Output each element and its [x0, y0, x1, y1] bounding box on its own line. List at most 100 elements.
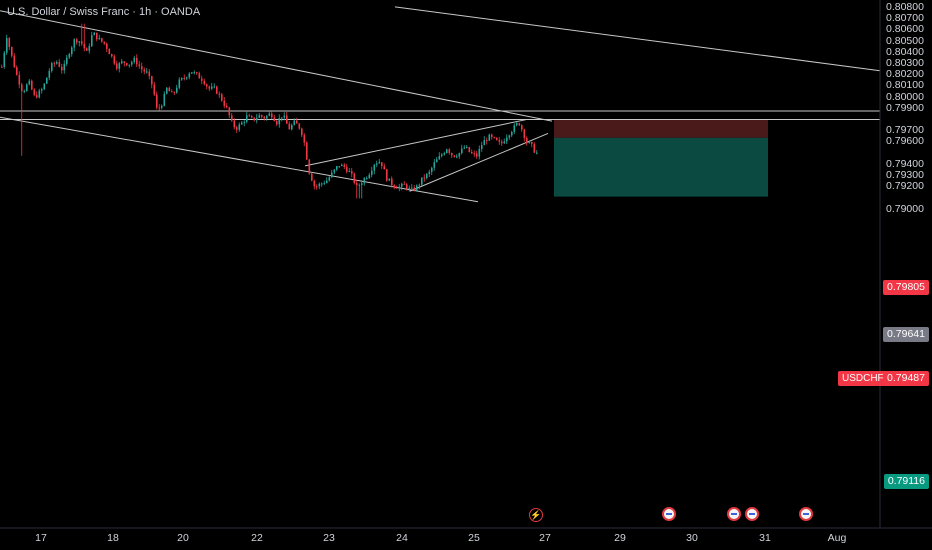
- candle-body: [401, 183, 403, 187]
- stop-price-tag: 0.79805: [883, 280, 929, 295]
- candle-body: [436, 159, 438, 163]
- candle-body: [173, 91, 176, 93]
- candle-body: [66, 57, 68, 64]
- candle-body: [526, 137, 528, 144]
- candle-body: [126, 63, 128, 66]
- candle-body: [43, 83, 46, 90]
- candle-body: [68, 54, 71, 58]
- candle-body: [326, 180, 328, 184]
- candle-body: [98, 38, 101, 40]
- candle-body: [391, 178, 393, 186]
- candle-body: [241, 122, 243, 125]
- candle-body: [293, 120, 296, 125]
- candle-body: [213, 86, 216, 88]
- candle-body: [146, 71, 148, 73]
- price-tick-label: 0.80300: [886, 57, 924, 69]
- price-tick-label: 0.79900: [886, 101, 924, 114]
- candle-body: [328, 177, 331, 181]
- candle-body: [388, 178, 391, 181]
- time-tick-label: 20: [177, 532, 189, 544]
- candle-body: [28, 80, 31, 85]
- candle-body: [26, 84, 28, 92]
- candle-body: [356, 182, 358, 186]
- candle-body: [123, 61, 126, 64]
- candle-body: [418, 184, 421, 186]
- us-flag-event-icon[interactable]: [799, 507, 813, 521]
- candle-body: [153, 84, 156, 95]
- candle-body: [511, 131, 513, 136]
- price-tick-label: 0.79700: [886, 124, 924, 137]
- candle-body: [398, 186, 401, 189]
- us-flag-event-icon[interactable]: [745, 507, 759, 521]
- candle-body: [523, 129, 526, 138]
- candle-body: [128, 64, 131, 66]
- candle-body: [56, 62, 58, 64]
- time-tick-label: 17: [35, 532, 47, 544]
- candle-body: [8, 38, 11, 47]
- candle-body: [248, 115, 251, 117]
- stop-loss-zone: [554, 119, 768, 138]
- candle-body: [536, 152, 538, 154]
- candle-body: [378, 162, 381, 164]
- candle-body: [266, 115, 268, 119]
- candle-body: [463, 147, 466, 149]
- candle-body: [298, 123, 301, 129]
- candle-body: [518, 123, 521, 126]
- candle-body: [108, 48, 111, 55]
- candle-body: [161, 105, 163, 108]
- candles: [1, 23, 538, 199]
- candle-body: [118, 63, 121, 69]
- us-flag-event-icon[interactable]: [662, 507, 676, 521]
- candle-body: [221, 94, 223, 101]
- candle-body: [148, 71, 151, 77]
- candle-body: [86, 48, 88, 51]
- candle-body: [448, 149, 451, 153]
- candle-body: [301, 128, 303, 136]
- candle-body: [431, 167, 433, 172]
- candle-body: [226, 105, 228, 108]
- flash-event-icon[interactable]: ⚡: [529, 508, 543, 522]
- time-tick-label: Aug: [827, 532, 847, 544]
- candle-body: [156, 94, 158, 108]
- candle-body: [253, 117, 256, 121]
- candle-body: [48, 70, 51, 78]
- candle-body: [281, 117, 283, 119]
- us-flag-event-icon[interactable]: [727, 507, 741, 521]
- candle-body: [506, 137, 508, 142]
- candle-body: [363, 178, 366, 184]
- candle-body: [393, 185, 396, 188]
- candle-body: [76, 39, 78, 43]
- candle-body: [216, 86, 218, 94]
- candle-body: [103, 41, 106, 44]
- candle-body: [36, 94, 38, 98]
- candle-body: [426, 173, 428, 179]
- target-price-tag: 0.79116: [883, 474, 929, 489]
- candle-body: [141, 66, 143, 70]
- candle-body: [116, 63, 118, 69]
- candle-body: [6, 38, 8, 53]
- entry-price-tag: 0.79641: [883, 327, 929, 342]
- candle-body: [366, 178, 368, 180]
- candle-body: [446, 149, 448, 154]
- candle-body: [468, 147, 471, 153]
- candle-body: [238, 124, 241, 130]
- candle-body: [471, 152, 473, 154]
- take-profit-zone: [554, 137, 768, 197]
- candle-body: [406, 184, 408, 189]
- candle-body: [331, 172, 333, 178]
- candle-body: [481, 145, 483, 149]
- candle-body: [176, 87, 178, 93]
- candle-body: [396, 187, 398, 189]
- candle-body: [11, 46, 13, 56]
- candle-body: [206, 84, 208, 87]
- candle-body: [251, 116, 253, 118]
- candle-body: [63, 63, 66, 71]
- candle-body: [183, 78, 186, 80]
- last-price-tag: 0.79487: [883, 371, 929, 386]
- candle-body: [501, 141, 503, 144]
- candle-body: [23, 91, 26, 93]
- candle-body: [498, 140, 501, 142]
- price-tick-label: 0.80500: [886, 34, 924, 47]
- candle-body: [163, 93, 166, 106]
